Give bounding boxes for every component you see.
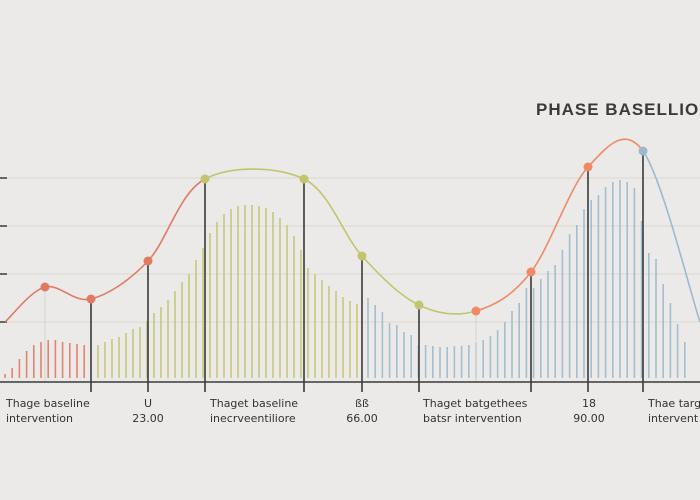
bar-series — [4, 180, 686, 378]
x-tick-3: 18 90.00 — [573, 397, 605, 425]
data-markers — [40, 146, 648, 316]
chart-title: PHASE BASELLIO — [536, 100, 700, 119]
gridlines — [0, 177, 700, 323]
y-axis-ticks — [0, 177, 7, 323]
x-label-target-intervention: Thaget batgethees batsr intervention — [423, 397, 528, 425]
x-label-target-end: Thae targ intervent — [648, 397, 700, 425]
x-tick-1: U 23.00 — [132, 397, 164, 425]
x-tick-2: ßß 66.00 — [346, 397, 378, 425]
trend-curve — [4, 138, 700, 323]
x-label-baseline: Thage baseline intervention — [6, 397, 90, 425]
x-label-target-baseline: Thaget baseline inecrveentiliore — [210, 397, 299, 425]
phase-stems — [44, 151, 644, 392]
